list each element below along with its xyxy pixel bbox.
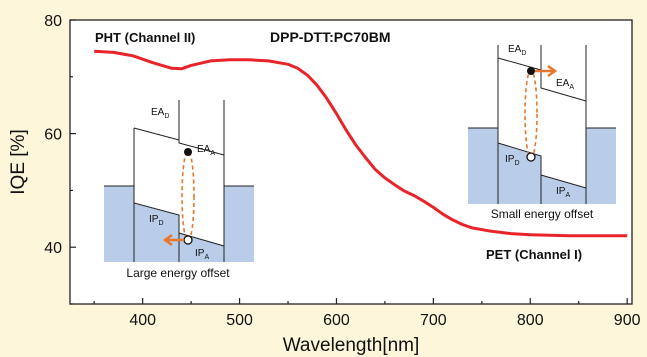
donor-levels: [497, 45, 542, 204]
ip-a-label: IPA: [556, 186, 570, 199]
ea-d-level: [133, 127, 180, 141]
x-tick-label: 500: [226, 312, 253, 329]
x-tick-label: 800: [517, 312, 544, 329]
right-electrode-band: [586, 128, 616, 204]
axis-tick-labels: 400 500 600 700 800 900 40 60 80: [44, 13, 640, 329]
inset-small-caption: Small energy offset: [491, 207, 594, 221]
donor-levels: [133, 128, 180, 262]
ea-d-label: EAD: [508, 44, 526, 57]
x-tick-label: 400: [129, 312, 156, 329]
y-tick-label: 60: [44, 127, 62, 144]
inset-small-offset: EAD EAA IPD IPA Small energy offset: [468, 44, 616, 221]
inset-large-offset: EAD EAA IPD IPA Large energy offset: [104, 100, 254, 280]
exciton-path: [181, 150, 195, 242]
left-electrode-band: [468, 128, 498, 204]
ea-a-label: EAA: [197, 144, 215, 157]
chart-title: DPP-DTT:PC70BM: [270, 29, 391, 45]
ea-a-label: EAA: [556, 78, 574, 91]
pht-annotation: PHT (Channel II): [95, 30, 195, 45]
hole-dot: [526, 152, 536, 162]
ip-d-label: IPD: [505, 154, 520, 167]
y-tick-label: 80: [44, 13, 62, 30]
hole-dot: [183, 235, 193, 245]
donor-band: [134, 203, 179, 262]
acceptor-band: [541, 175, 586, 204]
ea-d-level: [497, 57, 542, 71]
x-axis-label: Wavelength[nm]: [283, 335, 420, 356]
y-axis-label: IQE [%]: [8, 129, 29, 194]
y-tick-label: 40: [44, 240, 62, 257]
hole-transfer-arrow: [162, 233, 184, 247]
ea-a-level: [178, 100, 225, 156]
left-electrode-band: [104, 186, 134, 262]
electron-dot: [527, 67, 535, 75]
right-electrode-band: [224, 186, 254, 262]
ip-d-label: IPD: [149, 214, 164, 227]
ip-a-label: IPA: [195, 248, 209, 261]
ea-a-level: [540, 45, 587, 102]
ea-d-label: EAD: [151, 107, 169, 120]
x-tick-label: 600: [323, 312, 350, 329]
ip-a-level: [178, 232, 225, 247]
pet-annotation: PET (Channel I): [486, 247, 582, 262]
series-line-iqe: [94, 49, 628, 238]
electron-dot: [184, 148, 192, 156]
ip-a-level: [540, 174, 587, 189]
inset-large-caption: Large energy offset: [126, 266, 230, 280]
electron-transfer-arrow: [535, 64, 558, 78]
x-tick-label: 700: [420, 312, 447, 329]
x-tick-label: 900: [614, 312, 641, 329]
axis-ticks: [70, 19, 628, 305]
